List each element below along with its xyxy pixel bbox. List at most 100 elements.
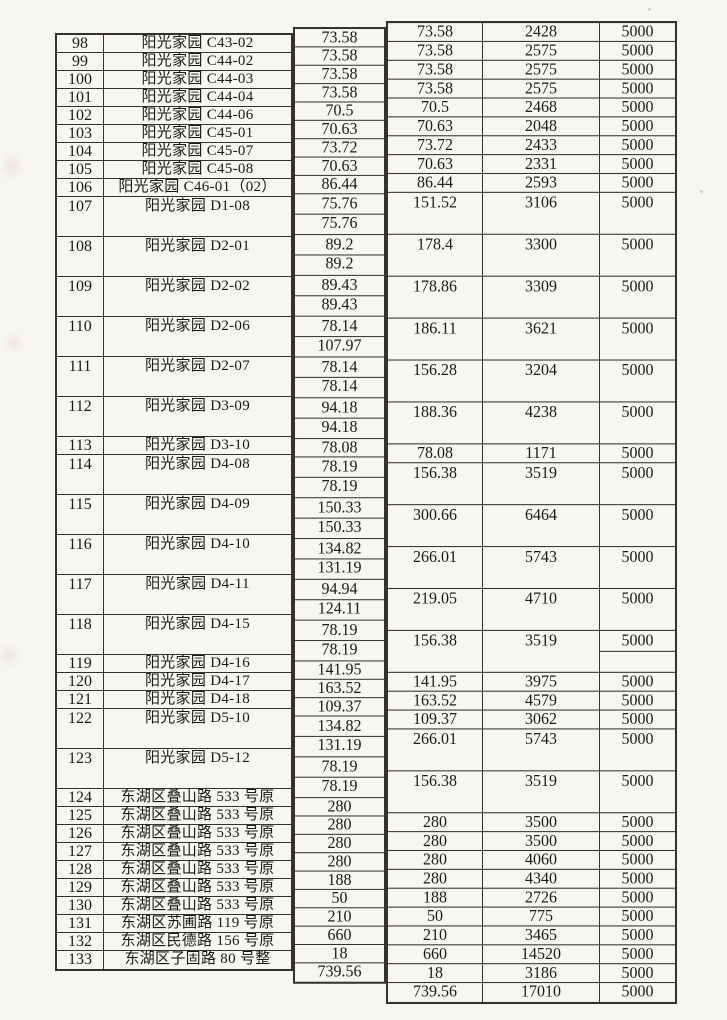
- value-cell: 2726: [483, 888, 600, 907]
- table-row: 210 3465 5000: [388, 926, 675, 946]
- table-row: 73.58 2575 5000: [388, 79, 675, 99]
- table-row: 114 阳光家园 D4-08: [57, 455, 291, 495]
- table-row: 75.76 75.76: [295, 194, 384, 236]
- table-row: 110 阳光家园 D2-06: [57, 317, 291, 357]
- table-row: 120 阳光家园 D4-17: [57, 673, 291, 691]
- property-name-cell: 阳光家园 D4-16: [144, 655, 251, 671]
- area-cell: 163.52: [317, 679, 362, 698]
- area-cell: 131.19: [317, 559, 362, 577]
- value-cell: 2575: [483, 60, 600, 79]
- value-cell: 1171: [483, 444, 600, 463]
- property-name-cell: 东湖区叠山路 533 号原: [120, 879, 275, 895]
- table-row: 151.52 3106 5000: [388, 192, 675, 235]
- area-cell: 89.43: [295, 276, 384, 297]
- property-name-cell: 阳光家园 D4-08: [144, 456, 251, 472]
- total-area-cell: 188: [388, 888, 483, 907]
- property-name-cell: 阳光家园 D1-08: [144, 198, 251, 214]
- row-index-cell: 122: [57, 709, 104, 748]
- fee-cell: 5000: [621, 277, 654, 296]
- value-cell: 3621: [483, 318, 600, 360]
- fee-cell: 5000: [621, 926, 654, 945]
- table-row: 106 阳光家园 C46-01（02）: [57, 179, 291, 197]
- table-row: 266.01 5743 5000: [388, 729, 675, 772]
- table-row: 178.4 3300 5000: [388, 234, 675, 277]
- area-cell: 78.08: [321, 439, 358, 457]
- area-cell: 70.63: [321, 120, 358, 139]
- row-index-cell: 109: [57, 277, 104, 316]
- value-cell: 3204: [483, 360, 600, 402]
- row-index-cell: 133: [57, 951, 104, 969]
- row-index-cell: 114: [57, 455, 104, 494]
- row-index-cell: 115: [57, 495, 104, 534]
- property-name-cell: 东湖区苏圃路 119 号原: [120, 915, 275, 931]
- table-row: 99 阳光家园 C44-02: [57, 53, 291, 71]
- value-cell: 4238: [483, 402, 600, 444]
- table-columns-total-value-fee: 73.58 2428 5000 73.58 2575 5000 73.58 2575 5000 7…: [386, 21, 677, 1005]
- value-cell: 2593: [483, 174, 600, 192]
- property-name-cell: 阳光家园 C44-03: [141, 71, 254, 87]
- area-cell: 86.44: [321, 175, 358, 194]
- area-cell: 78.19: [295, 457, 384, 478]
- fee-cell: 5000: [621, 548, 654, 566]
- table-row: 124 东湖区叠山路 533 号原: [57, 789, 291, 807]
- property-name-cell: 阳光家园 C44-04: [141, 89, 254, 105]
- row-index-cell: 132: [57, 933, 104, 950]
- total-area-cell: 188.36: [388, 402, 483, 444]
- table-row: 660 14520 5000: [388, 945, 675, 965]
- area-cell: 78.19: [295, 621, 384, 642]
- total-area-cell: 73.58: [388, 41, 483, 60]
- row-index-cell: 99: [57, 53, 104, 70]
- table-row: 78.08 1171 5000: [388, 444, 675, 464]
- area-cell: 89.43: [321, 296, 358, 314]
- table-row: 73.72 2433 5000: [388, 136, 675, 156]
- row-index-cell: 121: [57, 691, 104, 708]
- table-row: 73.58: [295, 66, 384, 85]
- table-row: 156.38 3519 5000: [388, 463, 675, 506]
- fee-cell: 5000: [621, 945, 654, 964]
- table-row: 127 东湖区叠山路 533 号原: [57, 843, 291, 861]
- row-index-cell: 124: [57, 789, 104, 806]
- fee-cell: 5000: [621, 98, 654, 117]
- table-row: 117 阳光家园 D4-11: [57, 575, 291, 615]
- property-name-cell: 阳光家园 D2-07: [144, 358, 251, 374]
- row-index-cell: 118: [57, 615, 104, 654]
- fee-cell: 5000: [621, 730, 654, 749]
- total-area-cell: 300.66: [388, 505, 483, 547]
- table-row: 130 东湖区叠山路 533 号原: [57, 897, 291, 915]
- area-cell: 134.82: [295, 539, 384, 560]
- table-row: 163.52 4579 5000: [388, 691, 675, 711]
- value-cell: 3300: [483, 234, 600, 276]
- table-row: 300.66 6464 5000: [388, 505, 675, 548]
- table-row: 73.58 2575 5000: [388, 60, 675, 80]
- total-area-cell: 156.38: [388, 630, 483, 672]
- total-area-cell: 266.01: [388, 729, 483, 771]
- fee-cell: 5000: [621, 907, 654, 926]
- total-area-cell: 280: [388, 813, 483, 832]
- total-area-cell: 163.52: [388, 691, 483, 710]
- row-index-cell: 110: [57, 317, 104, 356]
- area-cell: 739.56: [317, 963, 362, 981]
- row-index-cell: 103: [57, 125, 104, 142]
- area-cell: 70.63: [321, 157, 358, 175]
- fee-cell: 5000: [621, 235, 654, 254]
- value-cell: 4579: [483, 691, 600, 710]
- table-row: 280 4060 5000: [388, 851, 675, 870]
- total-area-cell: 178.4: [388, 234, 483, 276]
- area-cell: 131.19: [317, 736, 362, 755]
- table-row: 50: [295, 890, 384, 909]
- table-row: 73.58 2428 5000: [388, 23, 675, 42]
- scan-speckle: [648, 8, 651, 11]
- table-row: 50 775 5000: [388, 907, 675, 927]
- table-row: 280: [295, 835, 384, 854]
- total-area-cell: 50: [388, 907, 483, 926]
- total-area-cell: 178.86: [388, 276, 483, 318]
- property-name-cell: 阳光家园 C45-01: [141, 125, 254, 141]
- table-row: 73.58 2575 5000: [388, 41, 675, 61]
- table-row: 118 阳光家园 D4-15: [57, 615, 291, 655]
- table-row: 111 阳光家园 D2-07: [57, 357, 291, 397]
- value-cell: 5743: [483, 729, 600, 771]
- row-index-cell: 100: [57, 71, 104, 88]
- value-cell: 4060: [483, 851, 600, 869]
- area-cell: 109.37: [317, 698, 362, 716]
- area-cell: 73.58: [321, 47, 358, 65]
